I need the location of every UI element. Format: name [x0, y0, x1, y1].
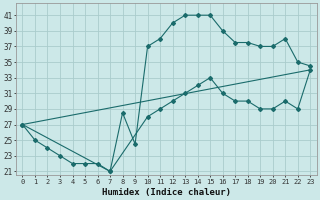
X-axis label: Humidex (Indice chaleur): Humidex (Indice chaleur): [102, 188, 231, 197]
